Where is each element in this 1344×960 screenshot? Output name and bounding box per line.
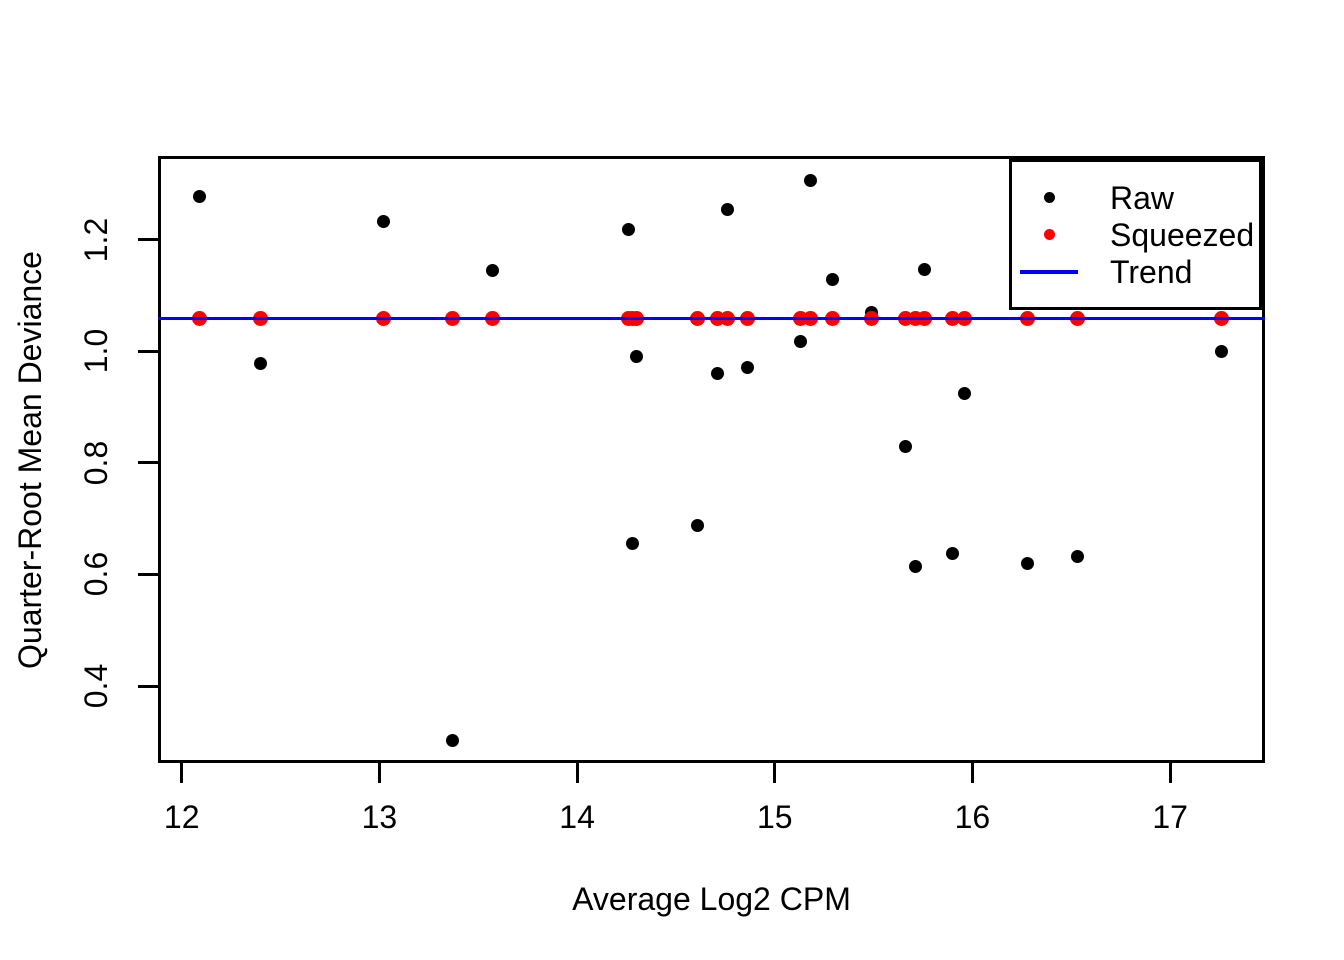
raw-point <box>376 214 390 228</box>
raw-point <box>825 273 839 287</box>
legend-label-raw: Raw <box>1110 179 1175 216</box>
y-axis-tick-label: 0.6 <box>78 552 114 597</box>
y-axis-tick <box>138 461 158 465</box>
raw-point <box>485 264 499 278</box>
x-axis-title: Average Log2 CPM <box>572 881 851 917</box>
squeezed-point-marker <box>1019 229 1079 240</box>
raw-point <box>193 189 206 203</box>
x-axis-tick-label: 14 <box>559 799 595 835</box>
x-axis-tick-label: 15 <box>756 799 793 835</box>
legend-label-trend: Trend <box>1110 253 1193 290</box>
raw-point <box>625 537 639 551</box>
x-axis-tick-label: 16 <box>954 799 991 835</box>
raw-point <box>691 519 705 533</box>
raw-point <box>918 263 932 277</box>
trend-line-marker <box>1019 269 1079 274</box>
x-axis-tick <box>180 763 184 783</box>
raw-point <box>629 350 643 364</box>
squeezed-dot-icon <box>1043 229 1055 240</box>
x-axis-tick-label: 12 <box>163 799 200 835</box>
x-axis-tick <box>377 763 381 783</box>
x-axis-tick <box>575 763 579 783</box>
legend: Raw Squeezed Trend <box>1009 159 1262 310</box>
x-axis-tick <box>1168 763 1172 783</box>
raw-point <box>908 560 922 574</box>
raw-point <box>710 367 724 381</box>
y-axis-tick-label: 1.0 <box>78 329 114 374</box>
raw-point <box>446 734 460 748</box>
raw-dot-icon <box>1043 192 1055 203</box>
y-axis-tick <box>138 572 158 576</box>
x-axis-tick-label: 17 <box>1152 799 1188 835</box>
y-axis-title: Quarter-Root Mean Deviance <box>12 251 48 669</box>
raw-point <box>621 223 635 237</box>
raw-point <box>793 334 807 348</box>
raw-point <box>1215 345 1228 359</box>
trend-line-icon <box>1020 269 1078 274</box>
raw-point <box>1021 556 1035 570</box>
legend-label-squeezed: Squeezed <box>1110 216 1255 253</box>
raw-point <box>1070 549 1084 563</box>
legend-entry-squeezed: Squeezed <box>1019 216 1259 253</box>
x-axis-tick-label: 13 <box>361 799 398 835</box>
x-axis-tick <box>970 763 974 783</box>
raw-point <box>803 174 817 188</box>
y-axis-tick <box>138 349 158 353</box>
raw-point <box>740 360 754 374</box>
legend-entry-raw: Raw <box>1019 179 1259 216</box>
x-axis-tick <box>773 763 777 783</box>
raw-point <box>958 386 972 400</box>
trend-line <box>158 316 1265 320</box>
y-axis-tick <box>138 684 158 688</box>
raw-point-marker <box>1019 192 1079 203</box>
raw-point <box>946 547 960 561</box>
y-axis-tick-label: 1.2 <box>78 217 114 262</box>
y-axis-tick-label: 0.4 <box>78 663 114 709</box>
raw-point <box>898 439 912 453</box>
y-axis-tick-label: 0.8 <box>78 440 114 486</box>
raw-point <box>720 202 734 216</box>
legend-entry-trend: Trend <box>1019 253 1259 290</box>
raw-point <box>254 357 268 371</box>
y-axis-tick <box>138 238 158 242</box>
